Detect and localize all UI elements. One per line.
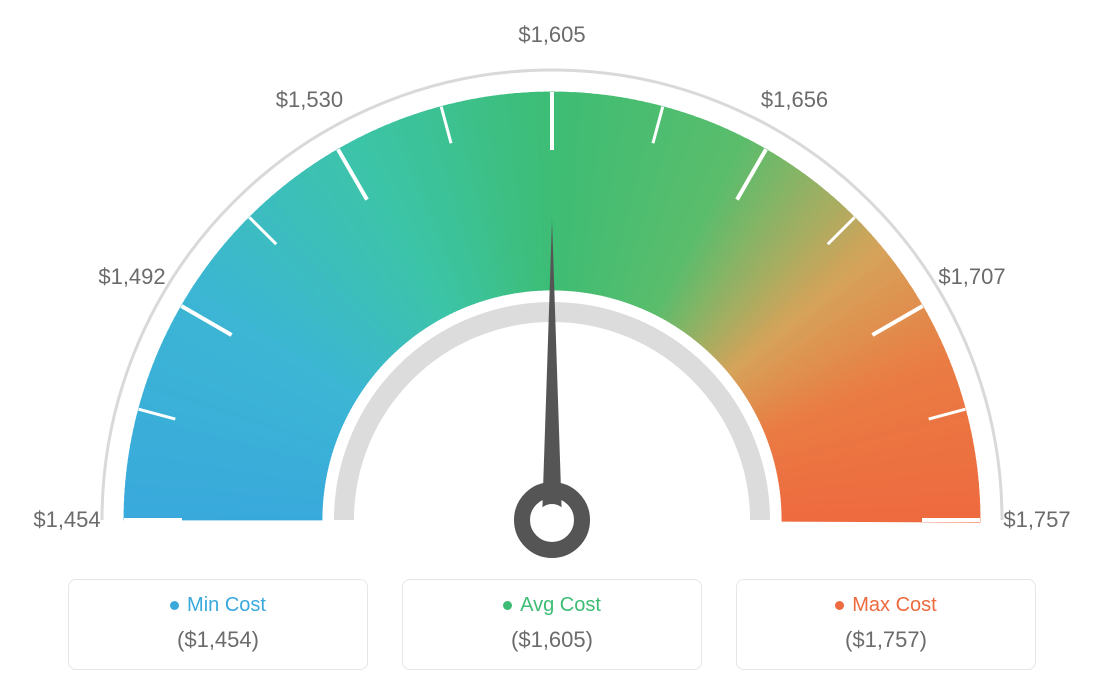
legend-dot-icon: [503, 601, 512, 610]
gauge-tick-label: $1,707: [938, 264, 1005, 290]
legend-value: ($1,605): [403, 627, 701, 653]
legend-dot-icon: [835, 601, 844, 610]
legend-row: Min Cost ($1,454) Avg Cost ($1,605) Max Cost…: [0, 579, 1104, 670]
legend-title-text: Avg Cost: [520, 594, 601, 617]
legend-title: Min Cost: [170, 594, 266, 617]
legend-title-text: Min Cost: [187, 594, 266, 617]
legend-card: Avg Cost ($1,605): [402, 579, 702, 670]
gauge-tick-label: $1,454: [33, 507, 100, 533]
legend-title-text: Max Cost: [852, 594, 936, 617]
legend-title: Max Cost: [835, 594, 936, 617]
gauge-tick-label: $1,530: [276, 87, 343, 113]
gauge-tick-label: $1,757: [1003, 507, 1070, 533]
legend-title: Avg Cost: [503, 594, 601, 617]
legend-value: ($1,454): [69, 627, 367, 653]
legend-card: Min Cost ($1,454): [68, 579, 368, 670]
gauge-tick-label: $1,605: [518, 22, 585, 48]
gauge-tick-label: $1,492: [98, 264, 165, 290]
legend-dot-icon: [170, 601, 179, 610]
gauge-chart: $1,454 $1,492 $1,530 $1,605 $1,656 $1,707 $1,7…: [0, 0, 1104, 560]
gauge-tick-label: $1,656: [761, 87, 828, 113]
legend-card: Max Cost ($1,757): [736, 579, 1036, 670]
legend-value: ($1,757): [737, 627, 1035, 653]
